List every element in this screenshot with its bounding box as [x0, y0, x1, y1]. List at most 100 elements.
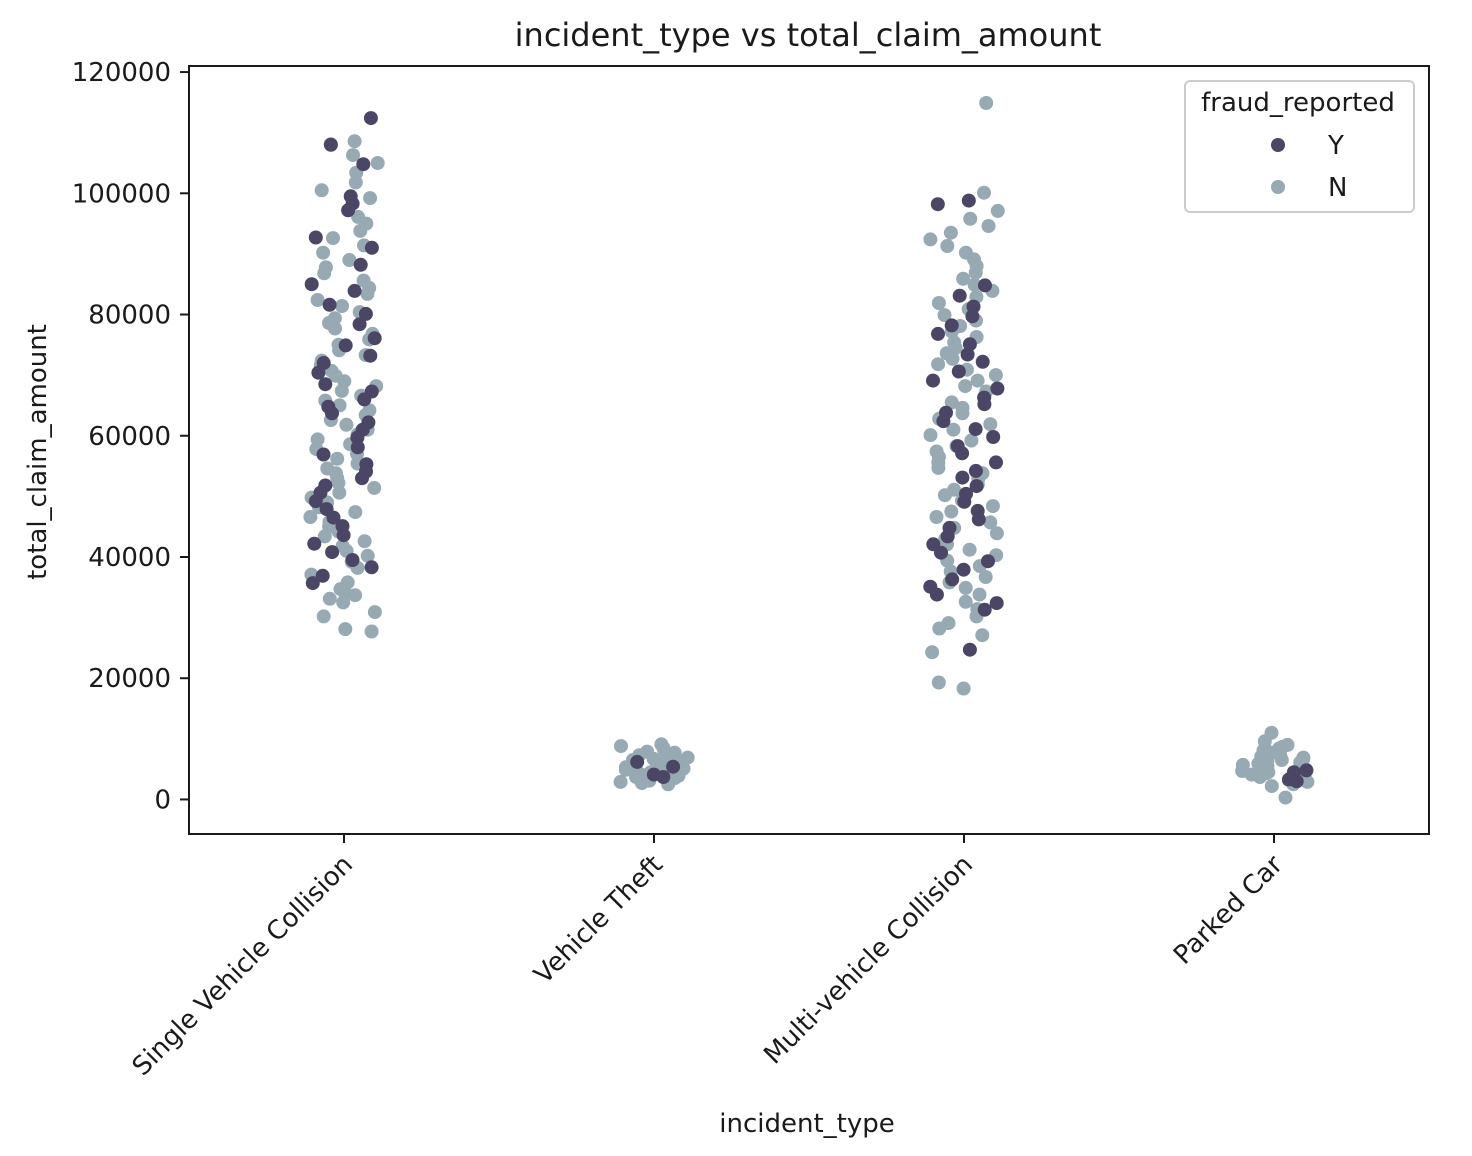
- point-y-multi-vehicle-collision-29: [971, 512, 986, 527]
- point-n-vehicle-theft-19: [618, 762, 633, 777]
- y-axis: 0 20000 40000 60000 80000 100000 120000: [72, 58, 189, 815]
- point-y-multi-vehicle-collision-22: [989, 455, 1003, 470]
- point-n-single-vehicle-collision-21: [335, 299, 349, 313]
- point-n-single-vehicle-collision-7: [363, 191, 378, 206]
- point-n-single-vehicle-collision-51: [330, 451, 345, 466]
- point-n-single-vehicle-collision-5: [348, 175, 363, 190]
- point-y-parked-car-3: [1289, 774, 1304, 789]
- point-y-multi-vehicle-collision-41: [962, 642, 977, 657]
- point-y-single-vehicle-collision-27: [350, 440, 365, 455]
- point-y-single-vehicle-collision-11: [322, 297, 337, 312]
- legend-box: [1184, 80, 1415, 213]
- point-n-single-vehicle-collision-68: [357, 534, 372, 549]
- x-axis-label: incident_type: [719, 1109, 894, 1139]
- point-n-multi-vehicle-collision-74: [932, 621, 947, 636]
- point-y-single-vehicle-collision-28: [316, 447, 331, 462]
- point-y-multi-vehicle-collision-39: [989, 596, 1004, 611]
- point-n-multi-vehicle-collision-46: [931, 460, 946, 475]
- point-n-vehicle-theft-30: [634, 776, 649, 791]
- point-n-single-vehicle-collision-58: [332, 485, 347, 500]
- point-n-single-vehicle-collision-62: [348, 505, 363, 520]
- point-n-multi-vehicle-collision-31: [958, 379, 973, 394]
- point-y-multi-vehicle-collision-35: [956, 562, 971, 577]
- point-n-parked-car-12: [1274, 753, 1289, 767]
- y-tick-label-100000: 100000: [72, 179, 171, 209]
- point-n-single-vehicle-collision-10: [353, 223, 368, 238]
- legend-marker-y: [1271, 138, 1285, 152]
- point-n-single-vehicle-collision-20: [310, 293, 325, 307]
- point-n-multi-vehicle-collision-18: [937, 308, 952, 323]
- x-tick-label-parked-car: Parked Car: [1168, 850, 1289, 971]
- legend-label-n: N: [1328, 173, 1347, 203]
- legend-label-y: Y: [1327, 131, 1344, 161]
- point-y-single-vehicle-collision-42: [364, 560, 379, 575]
- point-n-multi-vehicle-collision-29: [988, 368, 1003, 383]
- point-y-multi-vehicle-collision-24: [955, 470, 970, 485]
- point-y-single-vehicle-collision-31: [355, 471, 369, 486]
- point-n-multi-vehicle-collision-41: [964, 433, 979, 448]
- point-n-multi-vehicle-collision-40: [923, 428, 938, 443]
- point-y-multi-vehicle-collision-15: [977, 397, 992, 412]
- point-y-single-vehicle-collision-41: [345, 553, 360, 567]
- point-n-multi-vehicle-collision-7: [940, 239, 955, 253]
- point-y-single-vehicle-collision-38: [336, 528, 351, 543]
- point-n-single-vehicle-collision-25: [328, 321, 342, 336]
- chart-title: incident_type vs total_claim_amount: [515, 16, 1102, 54]
- point-y-parked-car-0: [1299, 763, 1314, 778]
- x-axis: Single Vehicle Collision Vehicle Theft Mul…: [127, 834, 1289, 1082]
- point-y-single-vehicle-collision-9: [304, 277, 319, 292]
- point-n-single-vehicle-collision-14: [342, 253, 357, 267]
- point-n-single-vehicle-collision-63: [303, 510, 318, 524]
- point-y-multi-vehicle-collision-25: [969, 479, 984, 494]
- point-y-multi-vehicle-collision-12: [926, 373, 940, 388]
- point-n-vehicle-theft-29: [613, 774, 628, 789]
- point-n-multi-vehicle-collision-26: [945, 351, 960, 366]
- point-y-multi-vehicle-collision-27: [957, 494, 972, 509]
- point-n-single-vehicle-collision-3: [370, 156, 385, 170]
- point-n-single-vehicle-collision-19: [360, 286, 375, 301]
- point-n-multi-vehicle-collision-53: [985, 499, 1000, 514]
- point-n-parked-car-29: [1300, 774, 1315, 789]
- plot-frame: [188, 65, 1430, 835]
- point-n-parked-car-31: [1264, 779, 1279, 794]
- point-n-single-vehicle-collision-67: [317, 529, 332, 544]
- point-y-single-vehicle-collision-16: [363, 348, 378, 363]
- y-tick-label-80000: 80000: [88, 301, 171, 331]
- point-y-multi-vehicle-collision-38: [929, 587, 944, 602]
- point-n-single-vehicle-collision-13: [316, 245, 331, 260]
- point-y-single-vehicle-collision-18: [311, 365, 326, 380]
- point-y-single-vehicle-collision-21: [357, 392, 372, 407]
- point-n-multi-vehicle-collision-3: [963, 211, 978, 226]
- point-n-single-vehicle-collision-83: [338, 622, 353, 637]
- point-y-single-vehicle-collision-7: [364, 240, 379, 255]
- point-y-single-vehicle-collision-23: [325, 406, 339, 421]
- y-tick-label-120000: 120000: [72, 58, 171, 88]
- point-y-multi-vehicle-collision-31: [940, 529, 955, 544]
- y-tick-label-60000: 60000: [88, 422, 171, 452]
- point-y-multi-vehicle-collision-1: [930, 197, 945, 212]
- point-y-multi-vehicle-collision-34: [981, 554, 995, 569]
- point-n-single-vehicle-collision-57: [367, 480, 382, 495]
- point-n-multi-vehicle-collision-30: [970, 373, 985, 388]
- point-y-multi-vehicle-collision-7: [931, 326, 945, 341]
- point-y-single-vehicle-collision-0: [363, 111, 378, 126]
- point-n-multi-vehicle-collision-27: [931, 357, 946, 372]
- point-n-multi-vehicle-collision-70: [958, 594, 973, 609]
- point-y-single-vehicle-collision-15: [338, 338, 353, 353]
- point-y-single-vehicle-collision-10: [347, 283, 362, 298]
- y-tick-label-40000: 40000: [88, 543, 171, 573]
- point-n-multi-vehicle-collision-77: [931, 675, 946, 690]
- point-y-multi-vehicle-collision-18: [968, 422, 983, 437]
- point-y-single-vehicle-collision-40: [325, 545, 340, 560]
- point-y-multi-vehicle-collision-19: [986, 430, 1001, 444]
- point-n-multi-vehicle-collision-13: [967, 277, 982, 292]
- point-y-multi-vehicle-collision-10: [975, 354, 990, 369]
- point-y-single-vehicle-collision-34: [308, 494, 323, 509]
- point-y-single-vehicle-collision-6: [308, 230, 323, 245]
- point-y-single-vehicle-collision-39: [307, 536, 322, 551]
- point-y-multi-vehicle-collision-5: [965, 309, 980, 324]
- point-n-single-vehicle-collision-11: [326, 231, 340, 246]
- point-n-multi-vehicle-collision-69: [972, 587, 987, 602]
- point-n-single-vehicle-collision-0: [347, 134, 362, 149]
